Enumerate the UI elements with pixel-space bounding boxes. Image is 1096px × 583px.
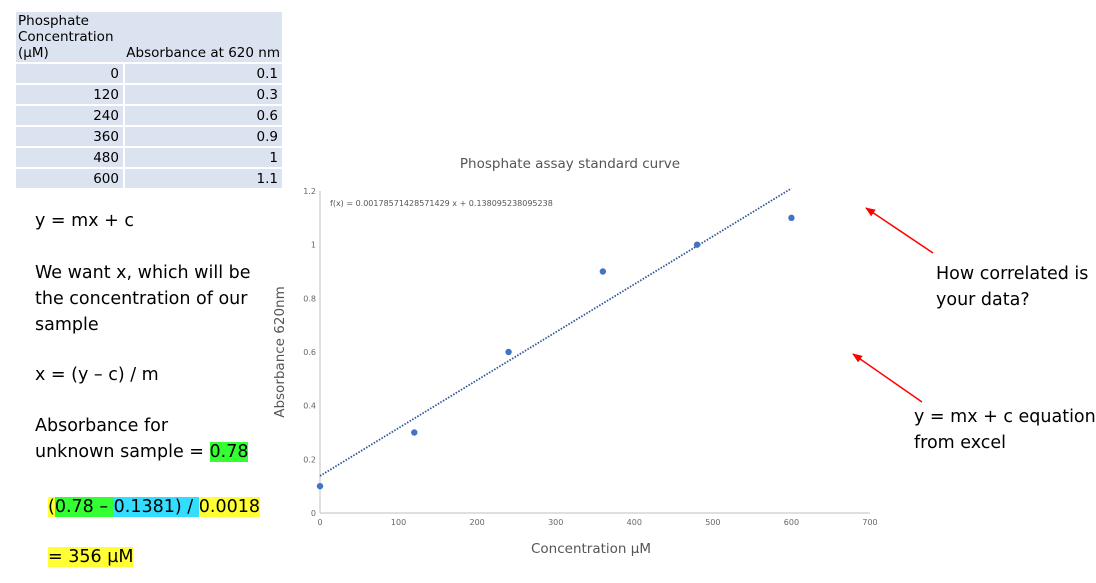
x-tick-label: 500	[705, 518, 720, 527]
arrow-correlation	[865, 207, 934, 254]
header-concentration: Phosphate Concentration (µM)	[16, 12, 124, 63]
calc-y-value: 0.78 –	[54, 497, 114, 517]
data-point	[788, 214, 795, 222]
absorbance-line2: unknown sample = 0.78	[35, 439, 249, 465]
want-text-line1: We want x, which will be	[35, 263, 251, 283]
data-point	[599, 268, 607, 275]
y-tick-label: 0.6	[303, 348, 316, 357]
y-tick-label: 0.4	[303, 402, 316, 411]
calc-open-paren: (	[48, 497, 55, 517]
x-axis-label: Concentration µM	[531, 541, 651, 557]
trendline-equation: f(x) = 0.00178571428571429 x + 0.1380952…	[330, 199, 553, 208]
absorbance-line1: Absorbance for	[35, 416, 169, 436]
x-tick-label: 0	[317, 518, 322, 527]
cell-concentration: 600	[16, 167, 125, 188]
table-row: 0 0.1	[16, 62, 282, 84]
chart-axes	[319, 191, 870, 514]
x-tick-labels: 0 100 200 300 400 500 600 700	[317, 518, 877, 527]
header-absorbance: Absorbance at 620 nm	[124, 12, 282, 63]
cell-concentration: 360	[16, 125, 125, 147]
x-tick-label: 200	[470, 518, 485, 527]
y-tick-label: 0.2	[303, 455, 316, 464]
cell-absorbance: 1.1	[124, 167, 282, 188]
y-tick-label: 1.2	[303, 187, 316, 196]
y-tick-labels: 0 0.2 0.4 0.6 0.8 1 1.2	[303, 187, 316, 518]
cell-concentration: 240	[16, 104, 125, 126]
table-row: 240 0.6	[16, 104, 282, 126]
cell-concentration: 120	[16, 83, 125, 105]
annotation-correlated-line1: How correlated is	[936, 264, 1089, 284]
want-text-line2: the concentration of our	[35, 289, 248, 309]
result-value: = 356 µM	[48, 547, 134, 567]
calculation: (0.78 – 0.1381) / 0.0018	[48, 494, 260, 520]
annotation-correlated-line2: your data?	[936, 290, 1030, 310]
equation-general: y = mx + c	[35, 211, 134, 231]
data-point	[316, 482, 324, 490]
want-text-line3: sample	[35, 315, 99, 335]
y-tick-label: 1	[311, 241, 316, 250]
data-point	[693, 241, 701, 248]
x-tick-label: 700	[862, 518, 877, 527]
calc-m-value: 0.0018	[198, 497, 260, 517]
cell-absorbance: 0.3	[124, 83, 282, 105]
data-table: Phosphate Concentration (µM) Absorbance …	[16, 12, 282, 188]
y-tick-label: 0.8	[303, 294, 316, 303]
data-point	[505, 348, 512, 356]
x-tick-label: 400	[627, 518, 642, 527]
y-tick-label: 0	[311, 509, 316, 518]
arrow-equation	[852, 353, 923, 403]
trendline	[319, 187, 792, 477]
data-point	[411, 429, 418, 436]
annotation-equation-line1: y = mx + c equation	[914, 407, 1096, 427]
table-body: 0 0.1 120 0.3 240 0.6 360 0.9 480 1 600 1.1	[16, 62, 282, 188]
x-tick-label: 300	[548, 518, 563, 527]
x-tick-label: 100	[391, 518, 406, 527]
table-row: 480 1	[16, 146, 282, 168]
cell-concentration: 480	[16, 146, 125, 168]
equation-rearranged: x = (y – c) / m	[35, 365, 159, 385]
table-row: 120 0.3	[16, 83, 282, 105]
result-text: = 356 µM	[48, 544, 134, 570]
cell-concentration: 0	[16, 62, 125, 84]
table-row: 360 0.9	[16, 125, 282, 147]
y-axis-label: Absorbance 620nm	[272, 286, 288, 418]
absorbance-value: 0.78	[209, 442, 249, 462]
cell-absorbance: 1	[124, 146, 282, 168]
x-tick-label: 600	[784, 518, 799, 527]
absorbance-label: unknown sample =	[35, 442, 210, 462]
calc-c-value: 0.1381) /	[113, 497, 199, 517]
chart-title: Phosphate assay standard curve	[460, 156, 680, 172]
cell-absorbance: 0.6	[124, 104, 282, 126]
cell-absorbance: 0.9	[124, 125, 282, 147]
annotation-equation-line2: from excel	[914, 433, 1007, 453]
cell-absorbance: 0.1	[124, 62, 282, 84]
data-points	[316, 214, 795, 490]
table-row: 600 1.1	[16, 167, 282, 188]
